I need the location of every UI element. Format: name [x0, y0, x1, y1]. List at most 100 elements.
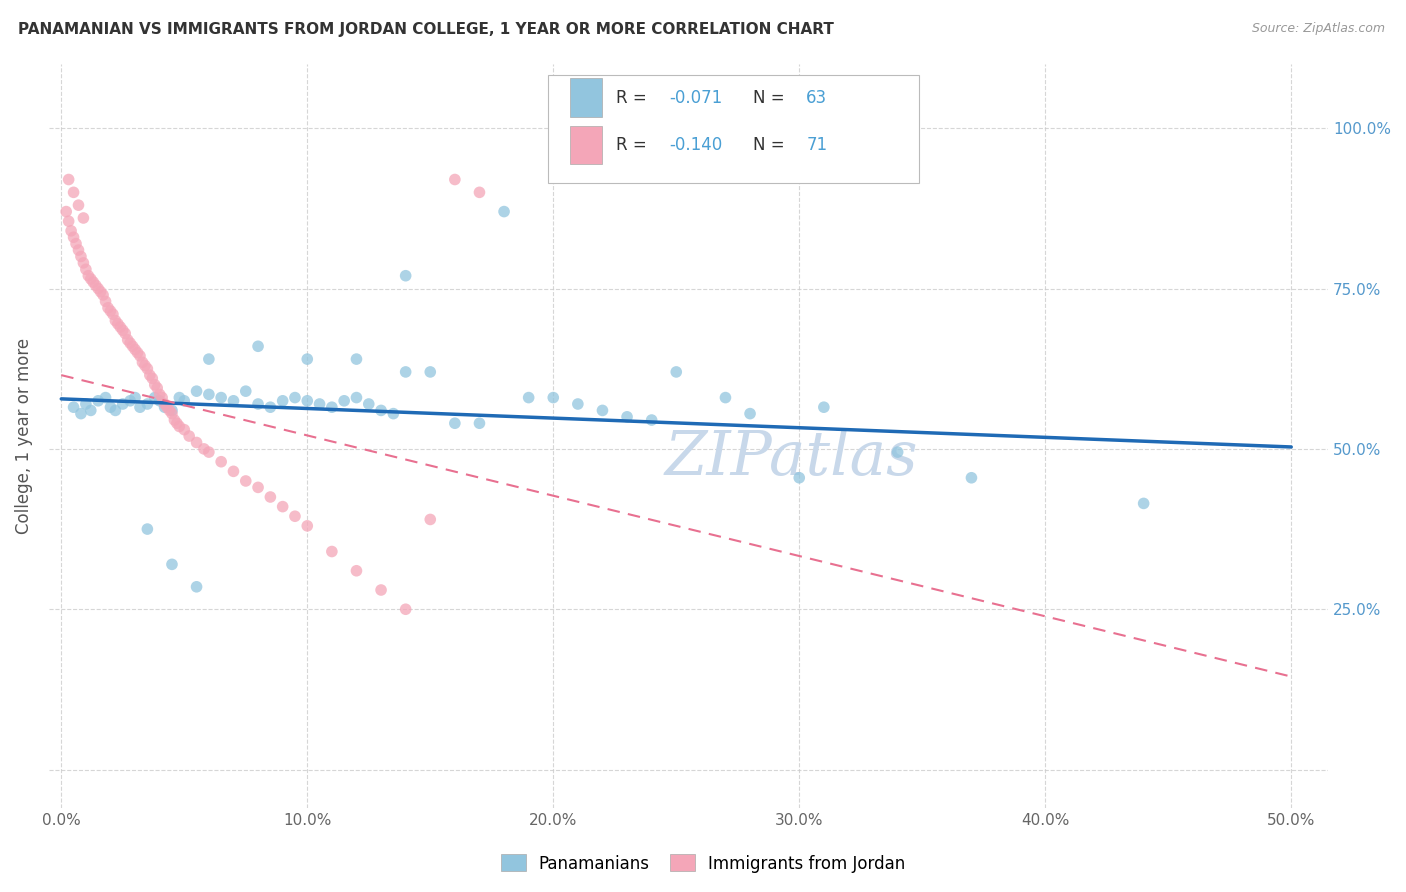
Point [60, 224, 83, 238]
Text: 71: 71 [806, 136, 827, 154]
Point [153, 397, 176, 411]
Point [65, 236, 87, 251]
Point [84, 278, 107, 293]
Point [382, 407, 405, 421]
Point [153, 401, 176, 415]
Point [149, 393, 172, 408]
Point [149, 387, 172, 401]
Point [110, 320, 132, 334]
Point [94, 391, 117, 405]
Point [395, 268, 418, 283]
Point [271, 500, 294, 514]
Point [160, 407, 183, 421]
Point [346, 564, 368, 578]
Point [94, 294, 117, 309]
Point [136, 522, 159, 536]
Point [259, 401, 281, 415]
Point [297, 393, 319, 408]
Point [72, 256, 94, 270]
Point [444, 416, 467, 430]
Point [247, 480, 270, 494]
Text: N =: N = [752, 89, 789, 107]
Point [100, 401, 122, 415]
Text: N =: N = [752, 136, 789, 154]
Point [186, 384, 208, 399]
Point [591, 403, 613, 417]
Text: -0.071: -0.071 [669, 89, 723, 107]
Point [62, 186, 84, 200]
Point [104, 313, 127, 327]
Point [640, 413, 662, 427]
Point [90, 285, 112, 299]
Point [395, 365, 418, 379]
Text: R =: R = [616, 89, 651, 107]
Point [146, 381, 169, 395]
Point [186, 580, 208, 594]
Point [813, 401, 835, 415]
Point [179, 429, 201, 443]
Point [104, 403, 127, 417]
FancyBboxPatch shape [548, 75, 918, 183]
Point [80, 403, 103, 417]
Point [124, 343, 146, 357]
Point [297, 519, 319, 533]
Point [80, 272, 103, 286]
Point [271, 393, 294, 408]
Point [70, 407, 93, 421]
Point [129, 349, 152, 363]
Point [186, 435, 208, 450]
Text: 63: 63 [806, 89, 827, 107]
Point [114, 326, 136, 341]
Point [787, 471, 810, 485]
Point [163, 413, 186, 427]
Y-axis label: College, 1 year or more: College, 1 year or more [15, 338, 32, 534]
Point [131, 355, 153, 369]
Point [444, 172, 467, 186]
Point [117, 333, 139, 347]
Point [160, 558, 183, 572]
Point [395, 602, 418, 616]
Point [156, 401, 179, 415]
Point [209, 455, 232, 469]
Point [468, 186, 491, 200]
Point [346, 352, 368, 367]
Text: -0.140: -0.140 [669, 136, 723, 154]
Point [173, 393, 195, 408]
Point [159, 403, 181, 417]
Point [222, 393, 245, 408]
Point [169, 419, 191, 434]
Point [129, 401, 152, 415]
Point [160, 403, 183, 417]
Point [567, 397, 589, 411]
Text: Source: ZipAtlas.com: Source: ZipAtlas.com [1251, 22, 1385, 36]
Point [419, 365, 441, 379]
Point [139, 368, 162, 383]
Point [247, 397, 270, 411]
Point [100, 304, 122, 318]
Point [235, 384, 257, 399]
Point [111, 323, 134, 337]
Point [297, 352, 319, 367]
Point [58, 172, 80, 186]
Point [136, 361, 159, 376]
Point [120, 393, 142, 408]
Point [97, 301, 120, 315]
Point [136, 397, 159, 411]
Point [960, 471, 983, 485]
Point [121, 339, 143, 353]
Point [141, 371, 163, 385]
Point [198, 387, 221, 401]
Point [101, 307, 124, 321]
Point [517, 391, 540, 405]
Point [714, 391, 737, 405]
Point [222, 464, 245, 478]
Point [72, 211, 94, 225]
Point [91, 288, 114, 302]
Point [284, 509, 307, 524]
Point [127, 345, 149, 359]
Point [247, 339, 270, 353]
Point [1132, 496, 1154, 510]
Point [87, 281, 110, 295]
Point [143, 377, 166, 392]
Point [370, 582, 392, 597]
